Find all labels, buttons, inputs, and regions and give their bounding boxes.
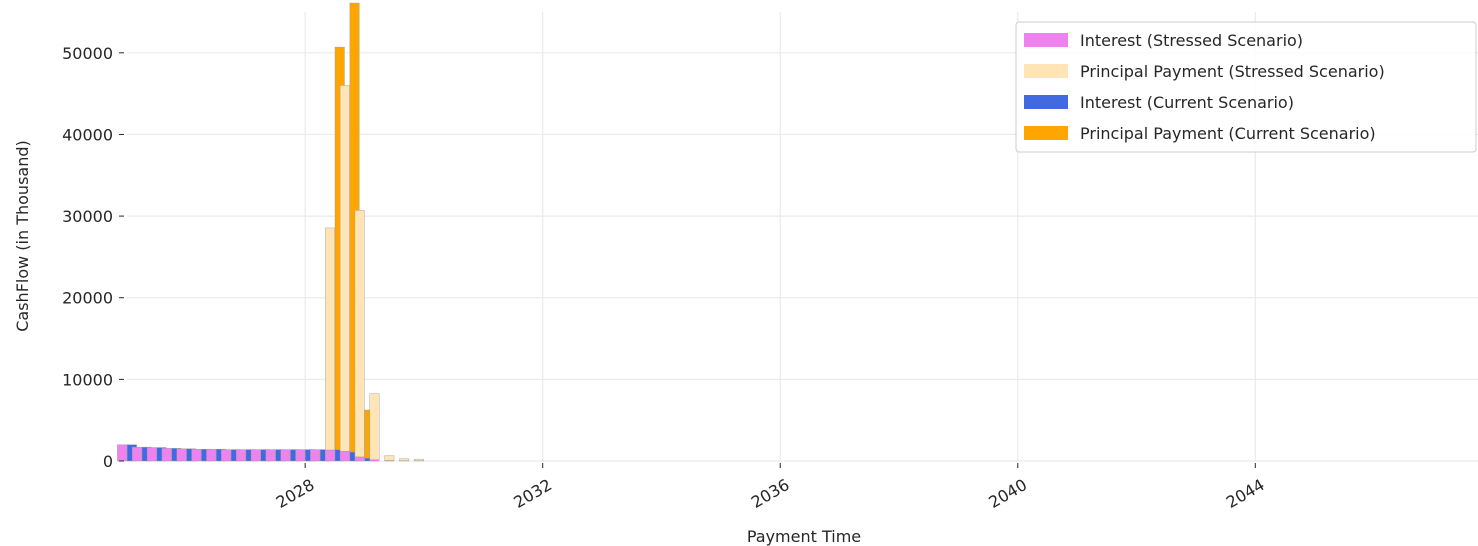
x-tick-label: 2028 [273, 475, 318, 512]
bar-interest [117, 444, 128, 462]
bar-interest [310, 449, 321, 462]
x-tick-label: 2040 [985, 475, 1030, 512]
x-tick-label: 2036 [748, 475, 793, 512]
bar-interest [235, 449, 246, 462]
x-axis-title: Payment Time [747, 527, 861, 546]
legend: Interest (Stressed Scenario) Principal Pa… [1015, 21, 1477, 153]
x-tick-label: 2044 [1223, 475, 1268, 512]
y-axis-title: CashFlow (in Thousand) [13, 140, 32, 332]
bar-interest [295, 449, 306, 462]
bar-interest [325, 449, 335, 462]
bar-interest [221, 449, 231, 462]
legend-swatch [1024, 95, 1068, 109]
bar-interest [146, 447, 157, 462]
bar-interest [250, 449, 261, 462]
y-tick-label: 20000 [62, 289, 113, 308]
bar-interest [161, 448, 172, 462]
bar-interest [354, 456, 365, 462]
bar-principal [384, 455, 395, 461]
bar-interest [265, 449, 276, 462]
legend-label: Interest (Current Scenario) [1080, 93, 1294, 112]
bar-principal [399, 458, 410, 461]
bar-principal [369, 393, 380, 460]
y-tick-label: 10000 [62, 370, 113, 389]
y-tick-label: 40000 [62, 125, 113, 144]
legend-label: Principal Payment (Stressed Scenario) [1080, 62, 1385, 81]
legend-box [1015, 21, 1477, 153]
bars [117, 2, 424, 462]
bar-interest [132, 446, 142, 462]
legend-label: Interest (Stressed Scenario) [1080, 31, 1303, 50]
legend-swatch [1024, 126, 1068, 140]
legend-swatch [1024, 64, 1068, 78]
bar-interest [191, 448, 202, 462]
bar-interest [206, 448, 217, 462]
y-tick-label: 50000 [62, 44, 113, 63]
bar-principal [414, 458, 424, 461]
bar-interest [176, 448, 187, 462]
y-tick-label: 30000 [62, 207, 113, 226]
bar-principal [354, 210, 365, 458]
legend-label: Principal Payment (Current Scenario) [1080, 124, 1376, 143]
bar-principal [339, 85, 350, 452]
bar-principal [325, 227, 335, 451]
y-tick-label: 0 [103, 452, 113, 471]
bar-interest [339, 451, 350, 462]
legend-swatch [1024, 33, 1068, 47]
x-tick-label: 2032 [510, 475, 555, 512]
bar-interest [280, 449, 291, 462]
